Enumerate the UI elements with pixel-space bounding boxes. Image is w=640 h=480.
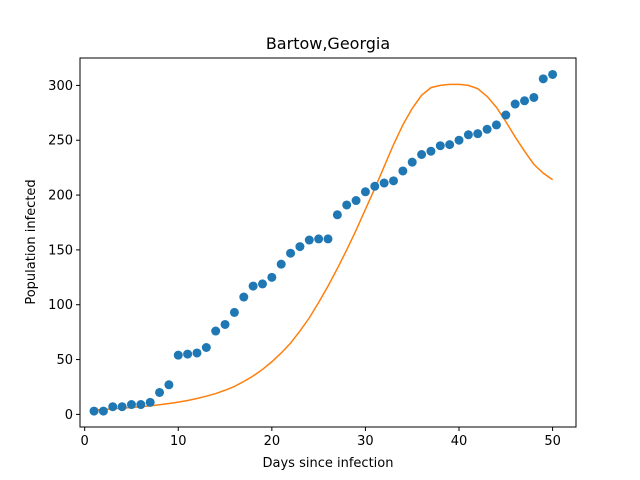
data-point	[417, 149, 427, 159]
data-point	[342, 200, 352, 210]
y-tick-label: 50	[56, 353, 73, 368]
data-point	[548, 69, 558, 79]
data-point	[389, 176, 399, 186]
data-point	[520, 96, 530, 106]
x-axis-label: Days since infection	[263, 456, 394, 471]
data-point	[454, 135, 464, 145]
y-tick-label: 200	[48, 189, 73, 204]
series-layer	[89, 69, 558, 416]
data-point	[426, 146, 436, 156]
x-tick-label: 30	[357, 434, 374, 449]
data-point	[286, 248, 296, 258]
data-point	[239, 292, 249, 302]
data-point	[482, 124, 492, 134]
data-point	[117, 402, 127, 412]
data-point	[164, 380, 174, 390]
data-point	[173, 350, 183, 360]
data-point	[510, 99, 520, 109]
x-axis-ticks: 0 10 20 30 40 50	[81, 427, 561, 449]
data-point	[407, 157, 417, 167]
y-axis-ticks: 0 50 100 150 200 250 300	[48, 79, 80, 423]
data-point	[538, 74, 548, 84]
data-point	[136, 400, 146, 410]
data-point	[314, 234, 324, 244]
data-point	[108, 402, 118, 412]
data-point	[304, 235, 314, 245]
data-point	[155, 387, 165, 397]
data-point	[445, 140, 455, 150]
data-point	[360, 187, 370, 197]
data-point	[145, 397, 155, 407]
data-point	[491, 120, 501, 130]
data-point	[529, 92, 539, 102]
data-point	[257, 279, 267, 289]
data-point	[332, 210, 342, 220]
y-tick-label: 100	[48, 298, 73, 313]
data-point	[463, 130, 473, 140]
y-tick-label: 300	[48, 79, 73, 94]
y-tick-label: 150	[48, 243, 73, 258]
fitted-curve-line	[93, 83, 554, 411]
data-point	[323, 234, 333, 244]
x-tick-label: 0	[81, 434, 89, 449]
data-point	[98, 406, 108, 416]
y-axis-label: Population infected	[24, 179, 39, 304]
x-tick-label: 10	[170, 434, 187, 449]
data-point	[192, 348, 202, 358]
x-tick-label: 20	[264, 434, 281, 449]
data-point	[89, 406, 99, 416]
data-point	[351, 196, 361, 206]
data-point	[473, 129, 483, 139]
data-point	[398, 166, 408, 176]
data-point	[295, 242, 305, 252]
data-point	[435, 141, 445, 151]
x-tick-label: 40	[451, 434, 468, 449]
x-tick-label: 50	[544, 434, 561, 449]
data-point	[220, 319, 230, 329]
data-point	[267, 272, 277, 282]
y-tick-label: 0	[65, 408, 73, 423]
data-point	[248, 281, 258, 291]
data-point	[370, 181, 380, 191]
chart-title: Bartow,Georgia	[266, 34, 390, 53]
data-point	[201, 342, 211, 352]
data-point	[379, 178, 389, 188]
data-point	[183, 349, 193, 359]
data-point	[501, 110, 511, 120]
data-point	[126, 400, 136, 410]
data-point	[229, 307, 239, 317]
plot-frame	[79, 57, 577, 428]
data-point	[276, 259, 286, 269]
data-point	[211, 326, 221, 336]
y-tick-label: 250	[48, 134, 73, 149]
